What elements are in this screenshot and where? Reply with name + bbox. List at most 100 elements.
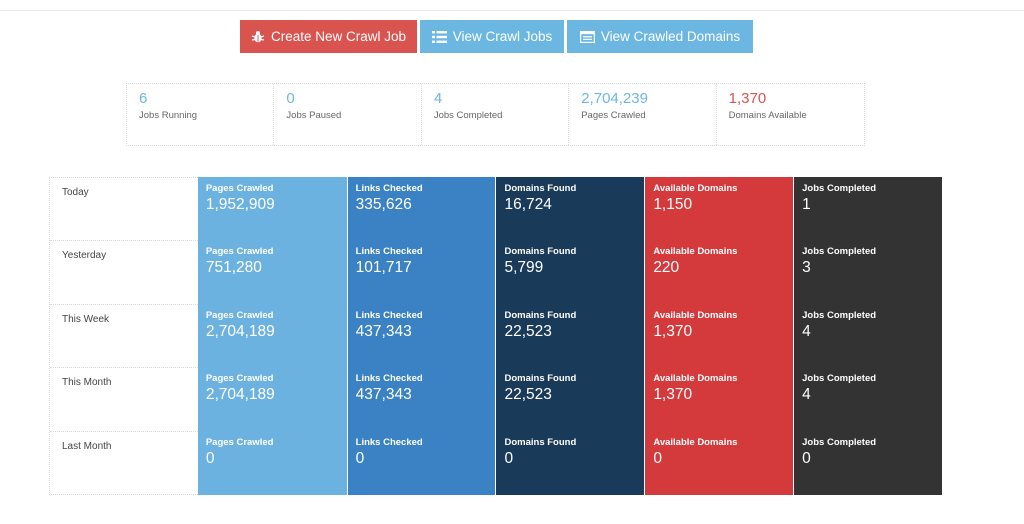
list-icon xyxy=(431,30,447,43)
pages-crawled-column: Pages Crawled 1,952,909 Pages Crawled 751,… xyxy=(197,177,347,495)
create-crawl-job-label: Create New Crawl Job xyxy=(270,29,407,44)
stat-title: Pages Crawled xyxy=(205,373,274,385)
summary-label: Jobs Running xyxy=(139,110,198,121)
stat-value: 2,704,189 xyxy=(205,386,275,404)
stat-value: 0 xyxy=(205,449,215,467)
stat-title: Pages Crawled xyxy=(205,309,274,321)
summary-pages-crawled: 2,704,239 Pages Crawled xyxy=(569,84,717,145)
summary-domains-available: 1,370 Domains Available xyxy=(717,84,864,145)
stat-cell: Links Checked 437,343 xyxy=(348,304,496,367)
summary-value: 2,704,239 xyxy=(581,90,648,107)
stat-title: Links Checked xyxy=(355,373,423,385)
stat-value: 220 xyxy=(653,259,680,277)
stat-cell: Domains Found 0 xyxy=(496,431,644,494)
stat-cell: Domains Found 22,523 xyxy=(496,367,644,430)
stat-title: Links Checked xyxy=(355,309,423,321)
period-label: Today xyxy=(50,178,198,242)
stat-title: Domains Found xyxy=(504,436,577,448)
summary-value: 4 xyxy=(433,90,443,107)
summary-jobs-running: 6 Jobs Running xyxy=(127,84,275,145)
stat-cell: Jobs Completed 0 xyxy=(794,431,942,494)
stat-title: Available Domains xyxy=(653,309,738,321)
stat-value: 3 xyxy=(802,259,811,277)
period-label: This Month xyxy=(50,368,198,432)
stat-cell: Pages Crawled 751,280 xyxy=(198,240,347,303)
stat-value: 1,150 xyxy=(653,196,693,213)
summary-label: Jobs Paused xyxy=(286,110,342,121)
view-crawled-domains-label: View Crawled Domains xyxy=(600,29,741,44)
view-crawl-jobs-label: View Crawl Jobs xyxy=(452,29,553,44)
stat-value: 22,523 xyxy=(504,322,552,340)
stat-value: 751,280 xyxy=(205,259,262,277)
stat-cell: Domains Found 16,724 xyxy=(496,177,644,240)
stat-cell: Jobs Completed 4 xyxy=(794,367,942,430)
stat-value: 4 xyxy=(802,322,811,340)
stat-cell: Domains Found 5,799 xyxy=(496,240,644,303)
stat-cell: Jobs Completed 4 xyxy=(794,304,942,367)
view-crawl-jobs-button[interactable]: View Crawl Jobs xyxy=(420,20,564,53)
stat-value: 1,952,909 xyxy=(205,196,275,213)
stat-cell: Available Domains 0 xyxy=(645,431,793,494)
stat-title: Available Domains xyxy=(653,183,738,194)
stat-cell: Links Checked 101,717 xyxy=(348,240,496,303)
stat-cell: Jobs Completed 3 xyxy=(794,240,942,303)
links-checked-column: Links Checked 335,626 Links Checked 101,71… xyxy=(346,177,496,495)
summary-jobs-paused: 0 Jobs Paused xyxy=(274,84,422,145)
summary-label: Pages Crawled xyxy=(581,110,646,121)
stat-cell: Pages Crawled 2,704,189 xyxy=(198,367,347,430)
summary-label: Jobs Completed xyxy=(433,110,503,121)
stat-cell: Jobs Completed 1 xyxy=(794,177,942,240)
stat-title: Available Domains xyxy=(653,436,738,448)
stat-title: Jobs Completed xyxy=(802,373,877,385)
stat-cell: Domains Found 22,523 xyxy=(496,304,644,367)
stat-value: 16,724 xyxy=(504,196,552,213)
stat-value: 0 xyxy=(355,449,365,467)
stat-cell: Pages Crawled 2,704,189 xyxy=(198,304,347,367)
stat-title: Jobs Completed xyxy=(802,436,877,448)
create-crawl-job-button[interactable]: Create New Crawl Job xyxy=(240,20,417,53)
stat-cell: Available Domains 220 xyxy=(645,240,793,303)
top-divider xyxy=(0,10,1024,11)
period-label: Last Month xyxy=(62,440,112,452)
stat-cell: Available Domains 1,370 xyxy=(645,367,793,430)
stat-title: Jobs Completed xyxy=(802,246,877,258)
stat-cell: Links Checked 437,343 xyxy=(348,367,496,430)
stat-value: 4 xyxy=(802,386,811,404)
stat-value: 0 xyxy=(504,449,514,467)
stat-title: Available Domains xyxy=(653,373,738,385)
stat-value: 1 xyxy=(802,196,811,213)
period-label: Yesterday xyxy=(50,241,198,305)
jobs-completed-column: Jobs Completed 1 Jobs Completed 3 Jobs Com… xyxy=(793,177,942,495)
stat-cell: Available Domains 1,370 xyxy=(645,304,793,367)
available-domains-column: Available Domains 1,150 Available Domains… xyxy=(644,177,794,495)
stat-value: 1,370 xyxy=(653,386,693,404)
stat-title: Domains Found xyxy=(504,373,577,385)
summary-jobs-completed: 4 Jobs Completed xyxy=(422,84,570,145)
toolbar: Create New Crawl Job View Crawl Jobs Vie… xyxy=(240,20,756,53)
stat-value: 0 xyxy=(653,449,662,467)
stat-cell: Links Checked 0 xyxy=(348,431,496,494)
stat-title: Pages Crawled xyxy=(205,183,274,194)
stats-table: Today Yesterday This Week This Month Las… xyxy=(49,177,942,495)
stat-value: 101,717 xyxy=(355,259,412,277)
stat-value: 0 xyxy=(802,449,811,467)
stat-cell: Pages Crawled 1,952,909 xyxy=(198,177,347,240)
view-crawled-domains-button[interactable]: View Crawled Domains xyxy=(567,20,753,53)
stat-title: Domains Found xyxy=(504,183,577,194)
summary-value: 6 xyxy=(139,90,148,107)
summary-label: Domains Available xyxy=(728,110,807,121)
stat-value: 2,704,189 xyxy=(205,322,275,340)
stat-title: Links Checked xyxy=(355,436,423,448)
stat-value: 335,626 xyxy=(355,196,412,213)
stat-value: 1,370 xyxy=(653,322,693,340)
stat-value: 22,523 xyxy=(504,386,552,404)
summary-value: 1,370 xyxy=(728,90,767,107)
stat-cell: Links Checked 335,626 xyxy=(348,177,496,240)
stat-value: 437,343 xyxy=(355,322,412,340)
summary-value: 0 xyxy=(286,90,295,107)
period-labels: Today Yesterday This Week This Month Las… xyxy=(49,177,198,495)
stat-cell: Pages Crawled 0 xyxy=(198,431,347,494)
browser-window-icon xyxy=(579,30,595,43)
stat-title: Links Checked xyxy=(355,183,423,194)
stat-value: 5,799 xyxy=(504,259,544,277)
